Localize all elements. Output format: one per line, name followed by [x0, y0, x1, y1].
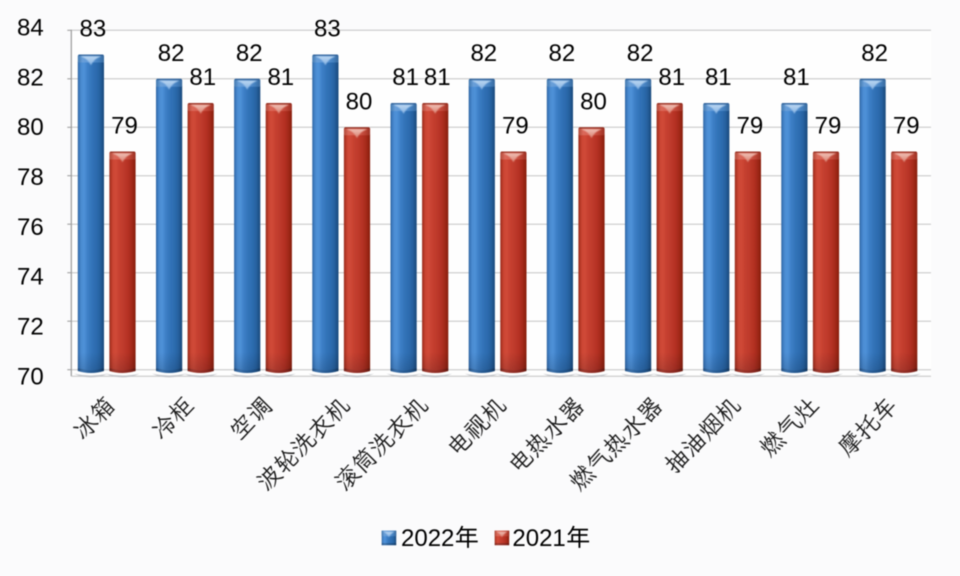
svg-text:81: 81: [783, 64, 810, 91]
svg-text:79: 79: [502, 113, 529, 140]
svg-text:79: 79: [815, 113, 842, 140]
svg-text:79: 79: [893, 113, 920, 140]
svg-text:79: 79: [737, 113, 764, 140]
svg-text:76: 76: [17, 214, 44, 241]
svg-text:80: 80: [580, 88, 607, 115]
svg-text:79: 79: [111, 113, 138, 140]
svg-text:81: 81: [189, 64, 216, 91]
svg-text:80: 80: [17, 114, 44, 141]
svg-text:2022: 2022: [401, 525, 454, 552]
svg-text:78: 78: [17, 164, 44, 191]
svg-text:82: 82: [861, 40, 888, 67]
svg-text:82: 82: [549, 40, 576, 67]
svg-text:74: 74: [17, 264, 44, 291]
svg-text:83: 83: [80, 16, 107, 43]
svg-text:2021: 2021: [512, 525, 565, 552]
svg-text:81: 81: [424, 64, 451, 91]
svg-text:80: 80: [346, 88, 373, 115]
svg-text:82: 82: [627, 40, 654, 67]
svg-text:81: 81: [392, 64, 419, 91]
svg-text:82: 82: [236, 40, 263, 67]
svg-text:82: 82: [17, 64, 44, 91]
svg-text:81: 81: [658, 64, 685, 91]
svg-text:82: 82: [158, 40, 185, 67]
svg-text:70: 70: [17, 363, 44, 390]
svg-text:83: 83: [314, 16, 341, 43]
svg-text:81: 81: [267, 64, 294, 91]
svg-text:84: 84: [17, 14, 44, 41]
svg-text:81: 81: [705, 64, 732, 91]
svg-text:72: 72: [17, 314, 44, 341]
svg-text:82: 82: [470, 40, 497, 67]
